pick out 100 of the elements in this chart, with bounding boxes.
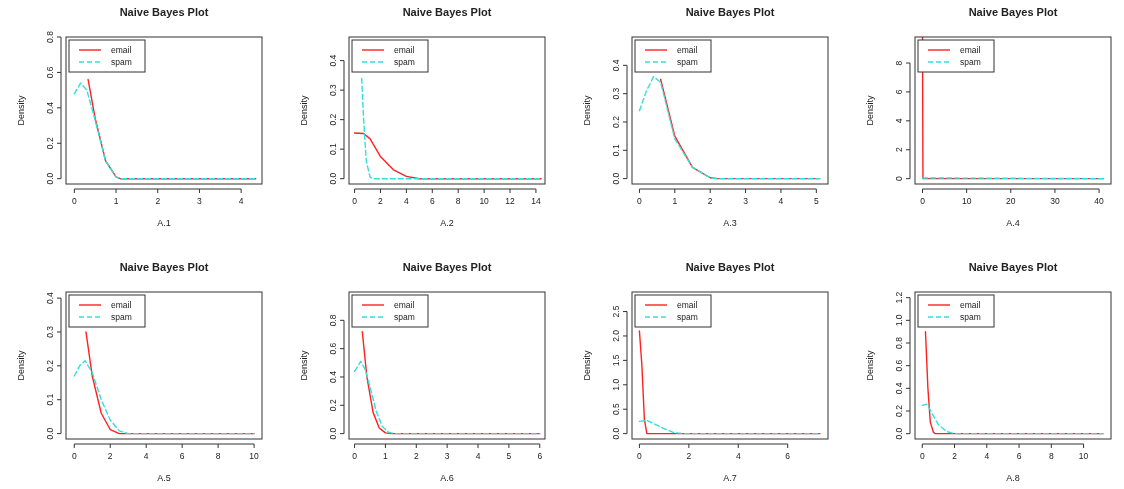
line-series [361,77,542,180]
x-tick-label: 0 [919,451,925,461]
y-tick-label: 0.3 [45,325,55,338]
y-tick-label: 0.4 [894,382,904,395]
y-axis-title: Density [16,95,26,126]
x-tick-label: 10 [479,196,490,206]
y-tick-label: 2.0 [611,329,621,342]
x-tick-label: 10 [1078,451,1089,461]
legend-label: email [111,300,132,310]
y-tick-label: 0.0 [611,427,621,440]
y-tick-label: 2.5 [611,305,621,318]
y-tick-label: 1.2 [894,291,904,304]
x-axis-title: A.3 [723,218,737,228]
y-tick-label: 0.4 [328,370,338,383]
x-tick-label: 5 [813,196,819,206]
x-tick-label: 2 [686,451,692,461]
x-tick-label: 2 [952,451,958,461]
x-axis-title: A.4 [1006,218,1020,228]
x-tick-label: 8 [455,196,461,206]
y-tick-label: 0.0 [328,172,338,185]
line-series [353,360,541,435]
y-tick-label: 2 [894,147,904,153]
y-axis-title: Density [299,95,309,126]
x-tick-label: 0 [637,451,643,461]
x-axis-title: A.8 [1006,473,1020,483]
x-tick-label: 3 [197,196,203,206]
y-tick-label: 0.6 [328,342,338,355]
x-tick-label: 6 [537,451,543,461]
x-axis-title: A.6 [440,473,454,483]
legend-label: email [677,300,698,310]
legend-label: spam [960,312,981,322]
y-tick-label: 0.8 [45,30,55,43]
y-axis-title: Density [299,350,309,381]
legend-label: spam [677,57,698,67]
y-tick-label: 0.1 [611,144,621,157]
x-tick-label: 1 [383,451,389,461]
chart-title: Naive Bayes Plot [402,261,492,273]
y-tick-label: 0.4 [611,59,621,72]
legend-label: spam [677,312,698,322]
y-tick-label: 0.0 [611,172,621,185]
line-series [638,419,821,435]
legend-label: email [394,45,415,55]
legend-label: email [677,45,698,55]
x-tick-label: 5 [506,451,512,461]
legend-label: spam [394,57,415,67]
x-tick-label: 2 [155,196,161,206]
y-tick-label: 0.2 [45,137,55,150]
x-tick-label: 10 [961,196,972,206]
y-tick-label: 0.3 [328,83,338,97]
x-tick-label: 3 [444,451,450,461]
y-tick-label: 0.0 [328,427,338,440]
y-tick-label: 8 [894,60,904,66]
chart-title: Naive Bayes Plot [968,6,1058,18]
y-tick-label: 0 [894,176,904,182]
x-tick-label: 10 [249,451,260,461]
x-tick-label: 0 [71,451,77,461]
chart-title: Naive Bayes Plot [685,6,775,18]
y-tick-label: 0.0 [45,172,55,185]
x-tick-label: 14 [531,196,541,206]
y-axis-title: Density [865,350,875,381]
legend-label: email [960,300,981,310]
x-tick-label: 4 [475,451,481,461]
x-tick-label: 6 [785,451,791,461]
y-tick-label: 1.0 [894,314,904,327]
y-tick-label: 0.6 [894,359,904,372]
x-tick-label: 0 [920,196,926,206]
x-tick-label: 2 [107,451,113,461]
chart-title: Naive Bayes Plot [968,261,1058,273]
y-tick-label: 0.2 [328,113,338,126]
x-axis-title: A.5 [157,473,171,483]
x-tick-label: 2 [707,196,713,206]
legend-label: spam [960,57,981,67]
y-axis-title: Density [582,350,592,381]
x-tick-label: 4 [238,196,244,206]
y-tick-label: 0.8 [328,314,338,327]
legend-label: spam [111,57,132,67]
y-tick-label: 0.2 [328,399,338,412]
legend-label: email [394,300,415,310]
x-tick-label: 0 [352,196,358,206]
x-tick-label: 4 [984,451,990,461]
x-tick-label: 2 [413,451,419,461]
legend-label: spam [394,312,415,322]
x-tick-label: 3 [743,196,749,206]
y-tick-label: 6 [894,89,904,95]
y-tick-label: 0.1 [328,142,338,156]
y-axis-title: Density [16,350,26,381]
x-tick-label: 6 [1016,451,1022,461]
x-tick-label: 0 [71,196,77,206]
x-tick-label: 0 [352,451,358,461]
legend-label: spam [111,312,132,322]
x-tick-label: 6 [179,451,185,461]
legend-label: email [111,45,132,55]
chart-title: Naive Bayes Plot [685,261,775,273]
x-tick-label: 0 [637,196,643,206]
x-tick-label: 4 [778,196,784,206]
chart-title: Naive Bayes Plot [119,261,209,273]
x-tick-label: 40 [1094,196,1105,206]
chart-title: Naive Bayes Plot [402,6,492,18]
y-tick-label: 0.1 [45,393,55,406]
x-tick-label: 6 [429,196,435,206]
